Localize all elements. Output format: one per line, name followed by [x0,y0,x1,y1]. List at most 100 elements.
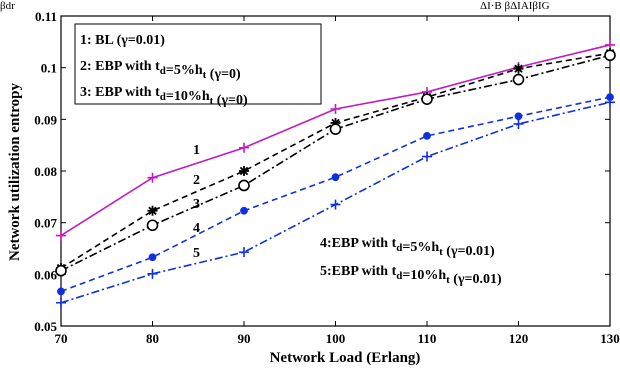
legend-upper-line-2: 2: EBP with td=5%ht (γ=0) [80,59,241,82]
data-point-series-5 [239,247,249,258]
text-run: =10%h [166,89,210,104]
legend-lower-line-4: 4:EBP with td=5%ht (γ=0.01) [320,236,495,259]
plus-marker [147,268,158,279]
dot-marker [514,112,523,121]
cropped-top-left-text: βdr [0,0,15,12]
asterisk-marker [239,166,249,176]
data-point-series-3 [55,264,67,277]
data-point-series-2 [147,205,158,216]
data-point-series-3 [604,49,616,62]
data-point-series-5 [513,118,524,129]
dot-marker [57,287,65,296]
legend-box-lower: 4:EBP with td=5%ht (γ=0.01)5:EBP with td… [320,236,502,287]
asterisk-marker [330,117,341,128]
x-tick-label: 90 [238,331,251,346]
data-point-series-3 [421,93,433,105]
data-point-series-5 [56,297,66,308]
circle-marker [329,123,342,135]
subscript: d [160,65,166,77]
subscript: t [210,95,214,107]
data-point-series-1 [147,172,158,183]
x-tick-label: 130 [600,331,620,346]
data-point-series-4 [514,112,523,121]
text-run: 4:EBP with t [320,236,397,251]
data-point-series-5 [422,151,432,162]
data-point-series-3 [146,219,159,232]
x-tick-label: 100 [326,331,346,346]
data-point-series-1 [330,104,341,114]
data-point-series-3 [238,179,250,192]
subscript: t [439,246,443,258]
plot-axes: 70 80 90 100 110 120 130 0.05 0.06 0.07 0.08 0.09 0.… [34,9,620,346]
data-point-series-3 [512,73,525,86]
cropped-top-right-text: ΔI·B βΔIAIβIG [480,0,550,12]
plus-marker [422,151,432,162]
subscript: t [446,274,450,286]
dot-marker [148,253,157,262]
legend-box-upper: 1: BL (γ=0.01)2: EBP with td=5%ht (γ=0)3… [74,23,322,108]
circle-marker [604,49,616,62]
text-run: (γ=0) [213,93,248,108]
series-label-5: 5 [193,246,200,261]
plus-marker [605,97,615,108]
text-run: 1: BL (γ=0.01) [80,33,165,48]
series-label-4: 4 [193,221,200,236]
data-point-series-4 [57,287,65,296]
subscript: d [160,91,166,103]
legend-upper-line-1: 1: BL (γ=0.01) [80,33,165,48]
text-run: (γ=0.01) [443,244,495,259]
data-point-series-3 [329,123,342,135]
x-axis-label: Network Load (Erlang) [270,350,421,366]
data-point-series-1 [239,142,249,153]
series-label-2: 2 [193,173,200,188]
subscript: d [396,242,402,254]
series-layer [55,39,616,308]
y-tick-label: 0.1 [41,61,57,76]
plus-marker [56,297,66,308]
asterisk-marker [513,63,524,74]
asterisk-marker [147,205,158,216]
text-run: =5%h [166,63,203,78]
text-run: =10%h [402,268,446,283]
legend-upper-line-3: 3: EBP with td=10%ht (γ=0) [80,85,248,108]
text-run: 5:EBP with t [320,264,397,279]
text-run: 2: EBP with t [80,59,160,74]
y-axis-label: Network utilization entropy [7,82,23,261]
circle-marker [146,219,159,232]
data-point-series-1 [56,230,66,241]
circle-marker [421,93,433,105]
y-tick-label: 0.06 [34,267,57,282]
x-tick-label: 70 [55,331,68,346]
y-tick-label: 0.07 [34,216,57,231]
plus-marker [513,118,524,129]
circle-marker [238,179,250,192]
dot-marker [423,131,431,140]
plus-marker [239,142,249,153]
data-point-series-5 [330,199,341,210]
data-point-series-4 [331,173,340,182]
text-run: =5%h [402,240,439,255]
subscript: t [203,69,207,81]
plus-marker [330,199,341,210]
circle-marker [55,264,67,277]
data-point-series-4 [240,206,248,215]
dot-marker [240,206,248,215]
legend-box-upper-frame [74,23,322,105]
data-point-series-2 [513,63,524,74]
data-point-series-5 [147,268,158,279]
plus-marker [56,230,66,241]
dot-marker [331,173,340,182]
circle-marker [512,73,525,86]
text-run: (γ=0) [206,67,241,82]
data-point-series-2 [239,166,249,176]
text-run: 3: EBP with t [80,85,160,100]
data-point-series-4 [148,253,157,262]
legend-lower-line-5: 5:EBP with td=10%ht (γ=0.01) [320,264,502,287]
y-tick-label: 0.09 [34,112,57,127]
x-tick-label: 110 [418,331,437,346]
y-tick-label: 0.11 [35,9,57,24]
subscript: d [396,270,402,282]
plus-marker [147,172,158,183]
